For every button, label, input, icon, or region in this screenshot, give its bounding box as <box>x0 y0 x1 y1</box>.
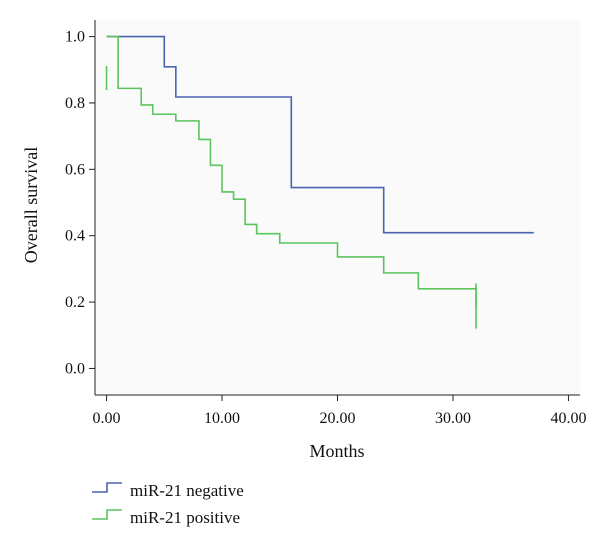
x-axis-ticks: 0.00 10.00 20.00 30.00 40.00 <box>93 395 586 427</box>
y-tick-label: 0.8 <box>65 95 85 112</box>
legend-label: miR-21 negative <box>130 481 244 500</box>
series-line-positive <box>106 35 477 329</box>
legend-swatch <box>92 482 122 493</box>
legend-label: miR-21 positive <box>130 508 240 527</box>
y-tick-label: 0.2 <box>65 294 85 311</box>
x-tick-label: 20.00 <box>320 410 356 427</box>
legend: miR-21 negative miR-21 positive <box>92 481 244 527</box>
survival-curves <box>106 35 534 329</box>
x-tick-label: 40.00 <box>550 410 586 427</box>
legend-swatch <box>92 509 122 520</box>
y-tick-label: 0.6 <box>65 161 85 178</box>
plot-area <box>95 20 580 395</box>
y-tick-label: 0.4 <box>65 228 85 245</box>
x-tick-label: 0.00 <box>93 410 121 427</box>
y-tick-label: 0.0 <box>65 360 85 377</box>
x-axis-title: Months <box>309 441 364 461</box>
x-tick-label: 30.00 <box>435 410 471 427</box>
series-line-negative <box>106 35 534 234</box>
y-axis-title: Overall survival <box>21 147 41 263</box>
x-tick-label: 10.00 <box>204 410 240 427</box>
y-tick-label: 1.0 <box>65 29 85 46</box>
y-axis-ticks: 0.0 0.2 0.4 0.6 0.8 1.0 <box>65 29 95 377</box>
censor-marks <box>105 66 477 308</box>
